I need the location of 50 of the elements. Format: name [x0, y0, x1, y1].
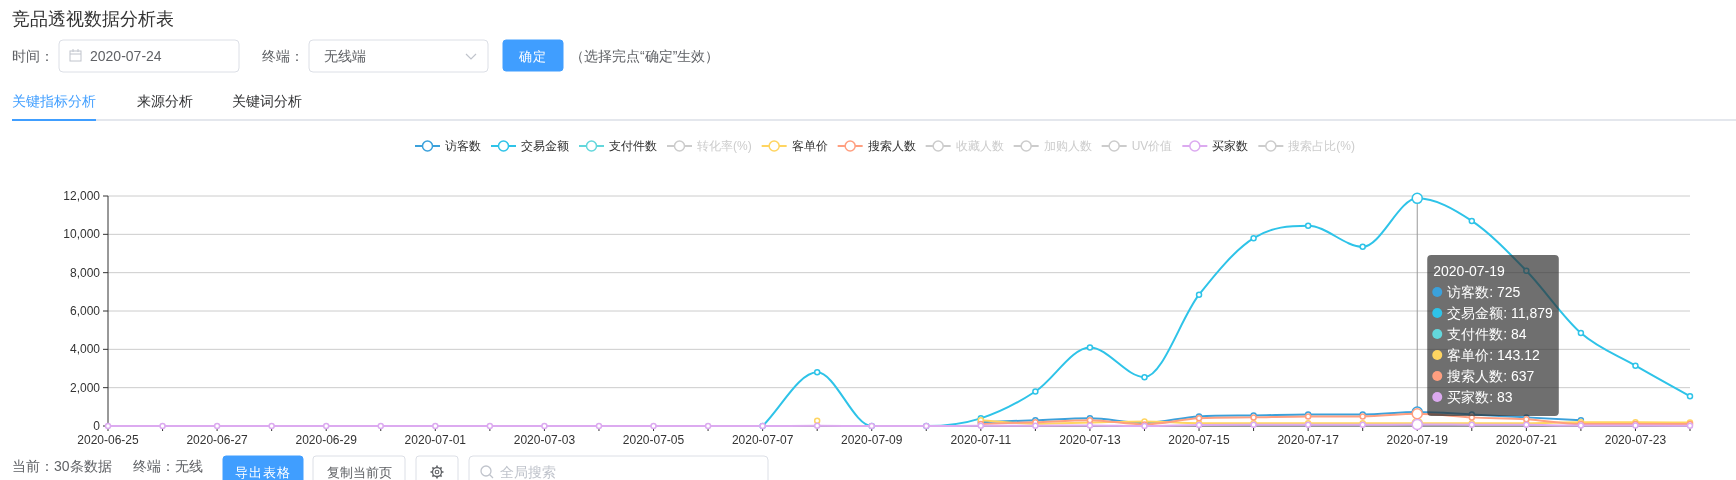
x-tick-label: 2020-07-07: [731, 433, 794, 447]
tooltip-text: 交易金额: 11,879: [1447, 305, 1553, 321]
x-tick-label: 2020-06-27: [186, 433, 248, 447]
y-tick-label: 8,000: [69, 265, 100, 280]
legend-label: 交易金额: [521, 139, 569, 153]
legend-label: 支付件数: [609, 139, 657, 153]
x-tick-label: 2020-07-21: [1495, 433, 1558, 447]
x-tick-label: 2020-07-09: [841, 433, 903, 447]
y-tick-label: 2,000: [69, 380, 100, 395]
annotation: 当前：30条数据: [12, 458, 112, 474]
annotation: 终端：: [262, 48, 304, 64]
y-tick-label: 4,000: [69, 342, 100, 357]
tab-label: 关键指标分析: [12, 93, 96, 109]
x-tick-label: 2020-07-03: [513, 433, 576, 447]
x-tick-label: 2020-06-25: [77, 433, 139, 447]
legend-label: 客单价: [791, 139, 828, 153]
title: 竞品透视数据分析表: [12, 9, 174, 29]
search-placeholder: 全局搜索: [500, 464, 556, 480]
y-tick-label: 12,000: [63, 189, 100, 203]
x-tick-label: 2020-06-29: [295, 433, 357, 447]
tooltip-text: 支付件数: 84: [1447, 326, 1527, 342]
legend-label: 访客数: [445, 139, 481, 153]
annotation: 时间：: [12, 48, 54, 64]
x-tick-label: 2020-07-15: [1168, 433, 1230, 447]
tab-label: 关键词分析: [232, 93, 302, 109]
tab-label: 来源分析: [137, 93, 193, 109]
button-text: 复制当前页: [326, 464, 392, 480]
annotation: 终端：无线: [133, 458, 203, 474]
legend-label: 搜索人数: [867, 139, 916, 153]
x-tick-label: 2020-07-01: [404, 433, 466, 447]
button-text: 确定: [519, 48, 547, 64]
x-tick-label: 2020-07-13: [1059, 433, 1121, 447]
tooltip-text: 搜索人数: 637: [1447, 368, 1535, 384]
y-tick-label: 6,000: [69, 304, 100, 318]
select-text: 无线端: [324, 48, 366, 64]
tooltip-text: 访客数: 725: [1447, 284, 1521, 300]
legend-label: 买家数: [1212, 139, 1249, 153]
input-text: 2020-07-24: [90, 48, 162, 64]
tooltip-text: 买家数: 83: [1447, 389, 1513, 405]
button-text: 导出表格: [235, 464, 291, 480]
tooltip-text: 2020-07-19: [1433, 263, 1505, 279]
x-tick-label: 2020-07-17: [1277, 433, 1339, 447]
x-tick-label: 2020-07-11: [950, 433, 1012, 447]
y-tick-label: 10,000: [63, 227, 100, 242]
annotation: （选择完点“确定”生效）: [570, 48, 720, 64]
tooltip-text: 客单价: 143.12: [1447, 347, 1540, 363]
x-tick-label: 2020-07-23: [1604, 433, 1667, 447]
y-tick-label: 0: [93, 419, 100, 433]
x-tick-label: 2020-07-19: [1386, 433, 1448, 447]
x-tick-label: 2020-07-05: [622, 433, 685, 447]
